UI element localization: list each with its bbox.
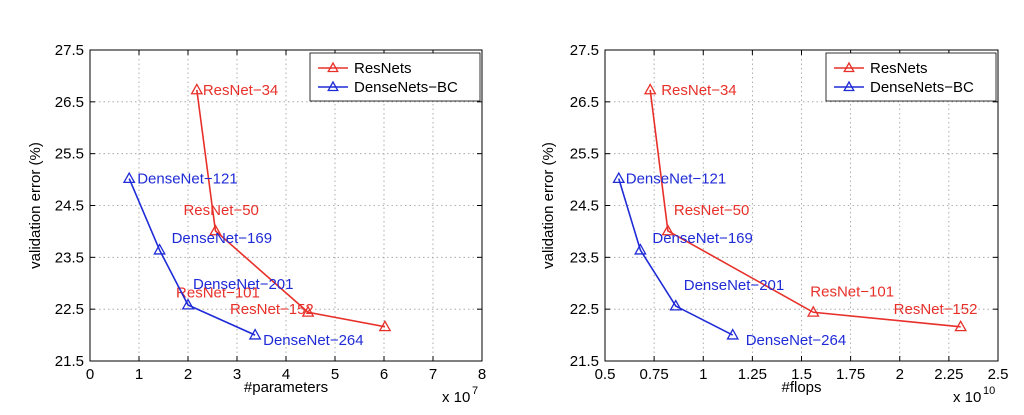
y-tick-label: 21.5 <box>55 353 84 370</box>
data-point-label: ResNet−34 <box>661 82 736 99</box>
series-line <box>128 178 256 336</box>
legend-marker <box>843 61 855 73</box>
x-multiplier: x 10 <box>953 389 981 406</box>
x-axis-label: #parameters <box>244 379 328 396</box>
legend-label: ResNets <box>870 60 928 77</box>
y-tick-label: 25.5 <box>55 146 84 163</box>
x-tick-label: 3 <box>233 366 241 383</box>
legend-marker <box>327 80 339 92</box>
y-axis-label: validation error (%) <box>27 142 44 269</box>
data-point-marker <box>378 319 392 332</box>
x-tick-label: 8 <box>478 366 486 383</box>
x-tick-label: 0.75 <box>640 366 669 383</box>
series-line <box>617 178 734 336</box>
data-point-marker <box>806 305 820 317</box>
x-tick-label: 1.75 <box>836 366 865 383</box>
x-tick-label: 1 <box>135 366 143 383</box>
y-tick-label: 26.5 <box>570 94 599 111</box>
y-tick-label: 22.5 <box>55 301 84 318</box>
data-point-marker <box>122 171 136 184</box>
x-tick-label: 2 <box>184 366 192 383</box>
x-tick-label: 1.25 <box>738 366 767 383</box>
legend: ResNets DenseNets−BC <box>309 52 481 102</box>
y-axis-label: validation error (%) <box>540 142 557 269</box>
legend-marker <box>327 61 339 73</box>
legend-label: ResNets <box>354 60 412 77</box>
y-tick-label: 26.5 <box>55 94 84 111</box>
data-point-marker <box>248 328 262 340</box>
data-point-label: DenseNet−201 <box>684 277 785 294</box>
data-point-marker <box>301 305 315 317</box>
data-point-marker <box>643 83 657 95</box>
data-point-label: ResNet−34 <box>203 82 278 99</box>
data-point-marker <box>669 299 683 311</box>
x-axis-label: #flops <box>781 379 821 396</box>
x-tick-label: 1 <box>699 366 707 383</box>
data-point-label: DenseNet−169 <box>172 230 273 247</box>
x-multiplier-exponent: 7 <box>472 385 478 397</box>
y-tick-label: 22.5 <box>570 301 599 318</box>
data-point-marker <box>661 224 675 236</box>
y-tick-label: 25.5 <box>570 146 599 163</box>
series-line <box>649 89 961 328</box>
legend-label: DenseNets−BC <box>870 79 974 96</box>
x-tick-label: 0 <box>86 366 94 383</box>
y-tick-label: 24.5 <box>55 198 84 215</box>
data-point-label: DenseNet−264 <box>263 332 364 349</box>
series-densenets: DenseNet−121 DenseNet−169 DenseNet−201 Dens… <box>612 171 847 349</box>
x-tick-label: 6 <box>380 366 388 383</box>
legend-marker <box>843 80 855 92</box>
data-point-marker <box>181 298 195 310</box>
chart-params: 0 1 2 3 4 5 6 7 821.522.523.524.525.526.527.5#pa… <box>27 42 486 406</box>
data-point-label: DenseNet−201 <box>193 276 294 293</box>
x-tick-label: 4 <box>282 366 290 383</box>
y-tick-label: 23.5 <box>55 249 84 266</box>
x-tick-label: 1.5 <box>791 366 812 383</box>
data-point-label: ResNet−101 <box>810 283 894 300</box>
data-point-label: DenseNet−121 <box>137 171 238 188</box>
y-tick-label: 27.5 <box>570 42 599 59</box>
x-tick-label: 2.25 <box>934 366 963 383</box>
series-densenets: DenseNet−121 DenseNet−169 DenseNet−201 Dens… <box>122 171 364 349</box>
chart-flops: 0.5 0.75 1 1.25 1.5 1.75 2 2.25 2.5 21.5 22.5 23.5 2… <box>540 42 1008 406</box>
data-point-label: ResNet−152 <box>230 301 314 318</box>
series-line <box>196 89 386 328</box>
x-multiplier-exponent: 10 <box>983 385 995 397</box>
data-point-marker <box>209 224 222 236</box>
x-tick-label: 2 <box>896 366 904 383</box>
x-tick-label: 2.5 <box>988 366 1009 383</box>
legend-label: DenseNets−BC <box>354 79 458 96</box>
data-point-label: DenseNet−169 <box>652 230 753 247</box>
x-tick-label: 5 <box>331 366 339 383</box>
data-point-marker <box>190 83 204 95</box>
data-point-marker <box>153 243 166 255</box>
legend-box <box>309 52 481 102</box>
data-point-label: ResNet−101 <box>176 284 260 301</box>
y-tick-label: 23.5 <box>570 249 599 266</box>
data-point-marker <box>634 243 647 255</box>
data-point-marker <box>954 319 967 332</box>
legend: ResNets DenseNets−BC <box>825 52 997 102</box>
y-tick-label: 24.5 <box>570 198 599 215</box>
data-point-label: ResNet−50 <box>183 202 258 219</box>
legend-box <box>825 52 997 102</box>
x-tick-label: 7 <box>429 366 437 383</box>
data-point-label: DenseNet−264 <box>746 332 847 349</box>
data-point-label: ResNet−152 <box>894 301 978 318</box>
data-point-marker <box>726 328 740 340</box>
x-multiplier: x 10 <box>442 389 470 406</box>
data-point-marker <box>612 171 626 184</box>
data-point-label: DenseNet−121 <box>626 171 727 188</box>
data-point-label: ResNet−50 <box>674 202 749 219</box>
y-tick-label: 27.5 <box>55 42 84 59</box>
y-tick-label: 21.5 <box>570 353 599 370</box>
x-tick-label: 0.5 <box>595 366 616 383</box>
